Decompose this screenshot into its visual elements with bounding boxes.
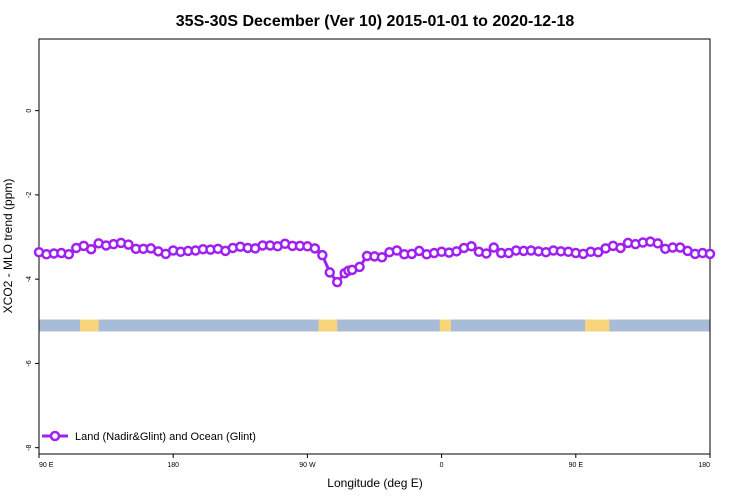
data-point bbox=[309, 243, 321, 254]
chart-title: 35S-30S December (Ver 10) 2015-01-01 to … bbox=[176, 13, 575, 30]
y-axis-label: XCO2 - MLO trend (ppm) bbox=[1, 179, 15, 314]
data-point bbox=[63, 249, 75, 260]
data-point bbox=[652, 238, 664, 249]
x-axis: 90 E 180 90 W 0 90 E 180 bbox=[38, 454, 711, 469]
y-tick-label: -8 bbox=[26, 444, 33, 450]
data-point bbox=[317, 249, 328, 261]
plot-frame bbox=[38, 38, 711, 455]
data-point bbox=[85, 243, 97, 255]
data-point bbox=[354, 261, 365, 273]
series-layer bbox=[33, 236, 716, 288]
land-segment bbox=[80, 319, 99, 332]
y-tick-label: -2 bbox=[26, 192, 33, 198]
x-tick-label: 180 bbox=[698, 462, 710, 469]
x-tick-label: 180 bbox=[167, 462, 179, 469]
data-point bbox=[376, 251, 388, 263]
x-axis-label: Longitude (deg E) bbox=[327, 476, 422, 490]
y-tick-label: 0 bbox=[26, 109, 33, 113]
data-point bbox=[481, 248, 492, 259]
x-tick-label: 90 W bbox=[299, 462, 316, 469]
x-tick-label: 90 E bbox=[39, 462, 54, 469]
ocean-band bbox=[39, 319, 710, 332]
data-point bbox=[324, 267, 336, 278]
data-point bbox=[123, 239, 134, 250]
x-tick-label: 90 E bbox=[569, 462, 584, 469]
data-point bbox=[466, 241, 477, 252]
land-ocean-band bbox=[39, 319, 710, 332]
x-tick-label: 0 bbox=[440, 462, 444, 469]
y-tick-label: -6 bbox=[26, 360, 33, 366]
data-point bbox=[331, 276, 343, 288]
land-segment bbox=[585, 319, 610, 332]
data-point bbox=[615, 242, 626, 254]
legend: Land (Nadir&Glint) and Ocean (Glint) bbox=[42, 430, 256, 443]
data-point bbox=[704, 248, 716, 260]
legend-label: Land (Nadir&Glint) and Ocean (Glint) bbox=[75, 431, 256, 443]
y-axis: 0 -2 -4 -6 -8 bbox=[26, 109, 39, 451]
land-segment bbox=[439, 319, 451, 332]
land-segment bbox=[318, 319, 338, 332]
y-tick-label: -4 bbox=[26, 276, 33, 282]
legend-marker bbox=[49, 430, 61, 442]
data-point bbox=[488, 242, 500, 253]
